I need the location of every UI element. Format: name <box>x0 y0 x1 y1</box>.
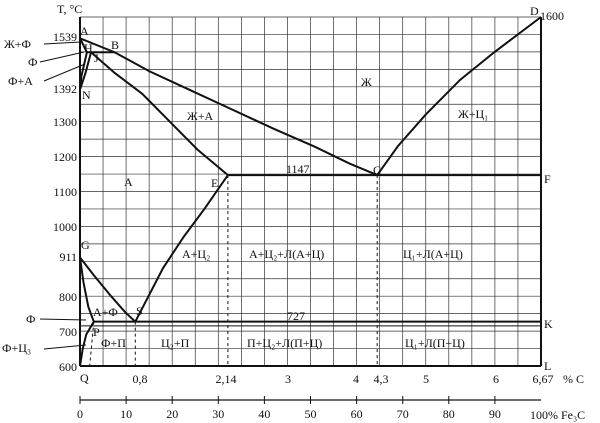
pointer-ferrite-austenite <box>43 63 86 82</box>
secondary-axis-tick-label: 80 <box>443 407 455 421</box>
phase-boundaries <box>79 16 542 367</box>
secondary-axis-tick-label: 0 <box>77 407 83 421</box>
y-axis-title: T, °C <box>57 2 82 16</box>
y-tick-label: 800 <box>59 290 77 304</box>
solidus-JE <box>90 51 229 176</box>
x-tick-label: 0,8 <box>133 372 148 386</box>
secondary-axis-tick-label: 50 <box>305 407 317 421</box>
side-label-ferrite-austenite: Ф+А <box>8 74 33 88</box>
secondary-axis-tick-label: 40 <box>258 407 270 421</box>
point-label-H: H <box>84 41 93 55</box>
solvus-ES <box>134 174 229 323</box>
dashed-line-P <box>89 321 95 367</box>
region-p-c2-ledeburite: П+Ц₂+Л(П+Ц) <box>247 336 322 350</box>
pointer-ferrite-cementite3 <box>43 344 87 350</box>
label-727: 727 <box>287 309 305 323</box>
point-label-B: B <box>111 38 119 52</box>
x-axis-title: % C <box>563 372 584 386</box>
y-tick-label: 700 <box>59 325 77 339</box>
point-labels: A H B J N E C F D G P S K Q L 1600 1147 … <box>80 4 564 385</box>
pointer-liquid-ferrite <box>43 41 82 45</box>
point-label-D: D <box>530 4 539 18</box>
boundary-JN <box>79 51 93 90</box>
solidus-AHJ <box>79 37 88 53</box>
region-liquid-austenite: Ж+А <box>187 109 214 123</box>
point-label-C: C <box>373 163 381 177</box>
secondary-axis-tick-label: 60 <box>351 407 363 421</box>
y-tick-label: 1100 <box>53 185 77 199</box>
y-tick-label: 1539 <box>53 30 77 44</box>
point-label-F: F <box>544 172 551 186</box>
x-tick-label: 5 <box>423 372 429 386</box>
region-c2-pearlite: Ц₂+П <box>161 336 190 350</box>
phase-region-labels: Ж Ж+А Ж+Ц₁ А А+Ц₂ А+Ц₂+Л(А+Ц) Ц₁+Л(А+Ц) … <box>93 75 488 350</box>
x-tick-labels: 0,8 2,14 3 4 4,3 5 6 6,67 % C <box>133 372 585 386</box>
x-tick-label: 6,67 <box>533 372 554 386</box>
secondary-axis-tick-label: 70 <box>397 407 409 421</box>
point-label-N: N <box>82 88 91 102</box>
region-austenite-cementite2: А+Ц₂ <box>182 247 210 261</box>
secondary-axis-tick-label: 90 <box>489 407 501 421</box>
side-pointers <box>39 41 87 350</box>
point-label-Q: Q <box>80 371 89 385</box>
boundary-GS <box>79 256 136 323</box>
y-tick-label: 1000 <box>53 220 77 234</box>
secondary-axis-tick-label: 30 <box>212 407 224 421</box>
side-label-ferrite-cementite3: Ф+Ц₃ <box>2 341 31 355</box>
pointer-ferrite-delta <box>39 51 85 63</box>
point-label-A: A <box>80 24 89 38</box>
liquidus-ABC <box>79 37 378 177</box>
y-tick-label: 600 <box>59 360 77 374</box>
point-label-S: S <box>136 304 143 318</box>
secondary-axis-title: 100% Fe₃C <box>530 408 585 422</box>
side-label-ferrite: Ф <box>26 312 35 326</box>
x-tick-label: 3 <box>285 372 291 386</box>
label-1600: 1600 <box>540 9 564 23</box>
x-tick-label: 2,14 <box>216 372 237 386</box>
region-c1-ledeburite-a: Ц₁+Л(А+Ц) <box>403 247 463 261</box>
grid <box>79 16 542 367</box>
region-a-c2-ledeburite: А+Ц₂+Л(А+Ц) <box>249 247 324 261</box>
liquidus-CD <box>376 16 542 176</box>
point-label-L: L <box>544 359 551 373</box>
region-c1-ledeburite-p: Ц₁+Л(П+Ц) <box>405 336 465 350</box>
side-label-liquid-ferrite: Ж+Ф <box>4 37 31 51</box>
boundary-GP <box>79 257 95 323</box>
region-ferrite-austenite: А+Ф <box>93 305 118 319</box>
y-tick-label: 1200 <box>53 150 77 164</box>
secondary-axis-tick-label: 20 <box>166 407 178 421</box>
x-tick-label: 4,3 <box>374 372 389 386</box>
side-label-ferrite-delta: Ф <box>28 55 37 69</box>
y-tick-label: 1300 <box>53 115 77 129</box>
secondary-axis-tick-label: 10 <box>120 407 132 421</box>
secondary-axis-fe3c: 100% Fe₃C 0 10 20 30 40 50 60 70 80 90 <box>77 396 585 422</box>
solvus-PQ <box>79 321 95 367</box>
y-tick-label: 1392 <box>53 82 77 96</box>
point-label-G: G <box>81 238 90 252</box>
side-labels: Ж+Ф Ф Ф+А Ф Ф+Ц₃ <box>2 37 37 355</box>
region-liquid: Ж <box>361 75 372 89</box>
label-1147: 1147 <box>286 162 310 176</box>
point-label-P: P <box>93 325 100 339</box>
point-label-J: J <box>94 51 99 65</box>
point-label-K: K <box>544 317 553 331</box>
y-tick-labels: 700 800 911 1000 1100 1200 1300 1392 153… <box>53 30 77 374</box>
region-austenite: А <box>124 175 133 189</box>
x-tick-label: 4 <box>353 372 359 386</box>
region-liquid-cementite1: Ж+Ц₁ <box>458 107 488 121</box>
y-tick-label: 911 <box>59 250 77 264</box>
point-label-E: E <box>211 176 218 190</box>
x-tick-label: 6 <box>493 372 499 386</box>
pointer-ferrite <box>39 318 87 321</box>
region-ferrite-pearlite: Ф+П <box>101 336 126 350</box>
